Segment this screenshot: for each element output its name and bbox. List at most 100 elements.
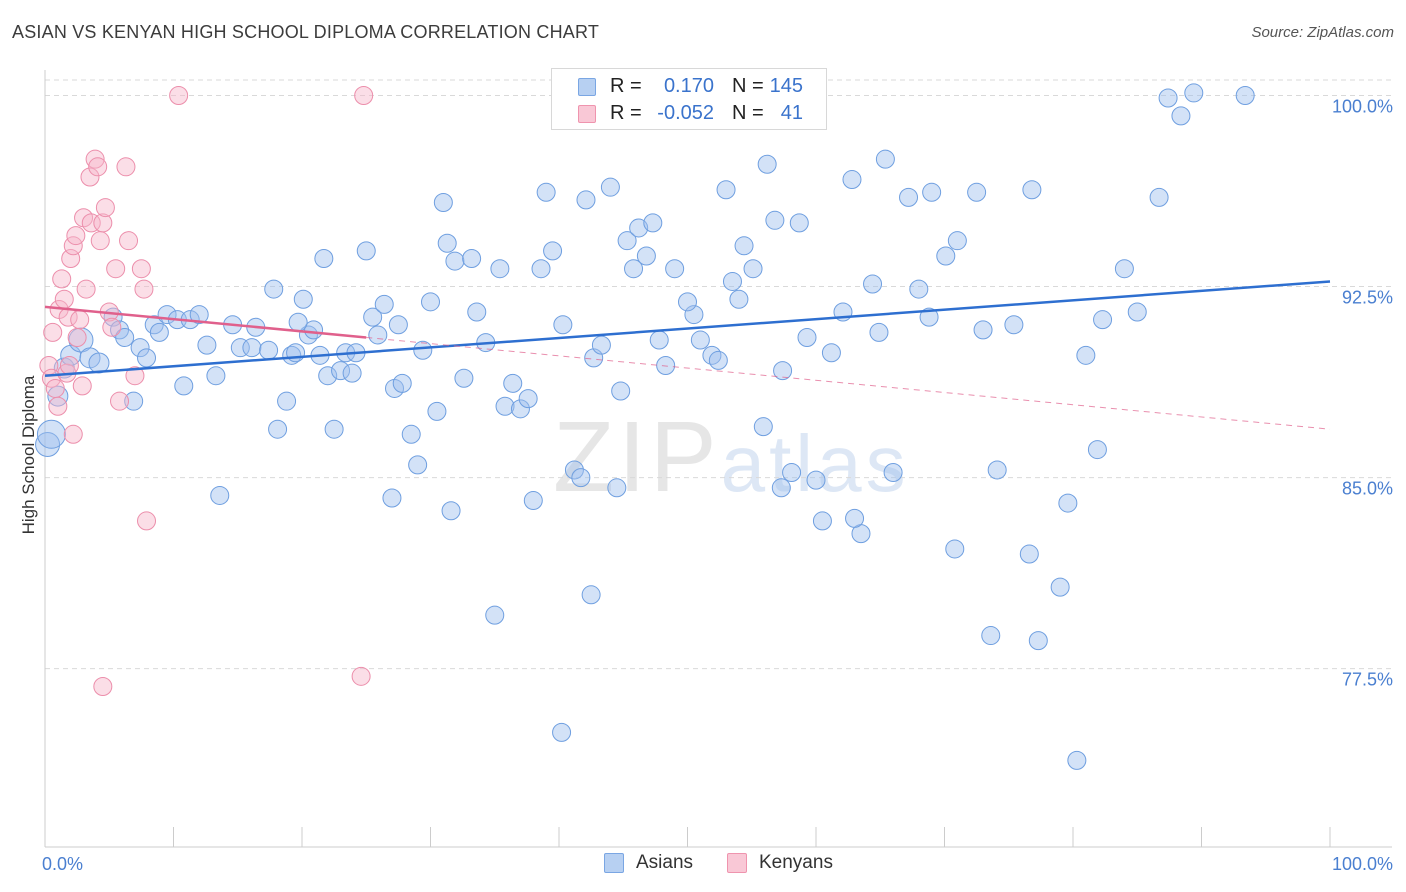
x-tick-label: 0.0% <box>42 854 83 874</box>
watermark-zip: ZIP <box>553 401 721 513</box>
y-tick-label: 85.0% <box>1342 479 1393 499</box>
asian-point <box>392 373 412 393</box>
n-value: 145 <box>769 75 803 97</box>
asian-point <box>636 246 656 266</box>
asian-point <box>130 338 150 358</box>
asian-point <box>356 241 376 261</box>
asian-point <box>757 154 777 174</box>
asian-point <box>863 274 883 294</box>
kenyan-trend-line <box>44 305 367 339</box>
asian-point <box>945 539 965 559</box>
asian-point <box>1235 85 1255 105</box>
asian-point <box>600 177 620 197</box>
asian-point <box>242 338 262 358</box>
asian-point <box>629 218 649 238</box>
asian-point <box>368 325 388 345</box>
kenyan-point <box>43 322 63 342</box>
kenyan-point <box>52 269 72 289</box>
asian-point <box>304 320 324 340</box>
asian-point <box>1019 544 1039 564</box>
stats-row-asians: R = 0.170 N = 145 <box>552 73 826 101</box>
asian-point <box>571 468 591 488</box>
kenyan-point <box>67 327 87 347</box>
legend-label: Kenyans <box>759 852 833 873</box>
asian-point <box>782 463 802 483</box>
x-tick-labels: 0.0% 100.0% <box>42 854 1393 874</box>
asian-point <box>581 585 601 605</box>
asian-point <box>909 279 929 299</box>
n-value: 41 <box>780 102 803 124</box>
series-legend: Asians Kenyans <box>0 852 1406 878</box>
asian-point <box>88 352 110 374</box>
asian-point <box>523 491 543 511</box>
kenyan-point <box>106 259 126 279</box>
asian-point <box>47 385 69 407</box>
asian-point <box>413 340 433 360</box>
r-label: R = <box>610 75 642 97</box>
asian-point <box>947 231 967 251</box>
asian-point <box>490 259 510 279</box>
asian-point <box>210 485 230 505</box>
asian-point <box>288 312 308 332</box>
kenyan-point <box>131 259 151 279</box>
asian-point <box>564 460 584 480</box>
source-note: Source: ZipAtlas.com <box>1251 24 1394 41</box>
stats-row-kenyans: R = -0.052 N = 41 <box>552 100 826 128</box>
asian-point <box>1158 88 1178 108</box>
asian-point <box>765 210 785 230</box>
asian-point <box>421 292 440 312</box>
asian-point <box>36 419 66 449</box>
asian-point <box>510 399 530 419</box>
asian-point <box>665 259 685 279</box>
chart-title: ASIAN VS KENYAN HIGH SCHOOL DIPLOMA CORR… <box>12 22 600 42</box>
asian-point <box>708 350 728 370</box>
trend-lines <box>44 280 1331 430</box>
asian-point <box>314 249 334 269</box>
asian-point <box>1004 315 1024 335</box>
asian-point <box>1076 345 1096 365</box>
kenyan-point <box>125 366 145 386</box>
asian-point <box>437 233 457 253</box>
asian-point <box>806 470 826 490</box>
kenyan-point <box>88 157 108 177</box>
asian-point <box>922 182 942 202</box>
kenyan-point <box>63 424 83 444</box>
asian-point <box>981 626 1001 646</box>
asian-point <box>408 455 428 475</box>
asian-point <box>729 289 749 309</box>
asian-point <box>374 294 394 314</box>
r-label: R = <box>610 102 642 124</box>
asian-point <box>1171 106 1191 126</box>
asian-point <box>684 305 704 325</box>
kenyan-trend-line-dashed <box>366 336 1331 430</box>
asian-point <box>734 236 754 256</box>
asian-point <box>722 271 742 291</box>
kenyan-point <box>93 213 113 233</box>
asian-point <box>495 396 515 416</box>
asian-point <box>197 335 217 355</box>
kenyan-point <box>76 279 96 299</box>
asian-point <box>789 213 809 233</box>
asian-point <box>1022 180 1042 200</box>
asian-point <box>503 373 523 393</box>
asian-point <box>899 187 919 207</box>
asian-point <box>919 307 939 327</box>
kenyan-point <box>169 85 189 105</box>
asian-point <box>821 343 841 363</box>
asian-point <box>987 460 1007 480</box>
grid-lines <box>45 79 1392 670</box>
watermark: ZIPatlas <box>553 400 910 515</box>
asian-point <box>797 327 817 347</box>
asian-point <box>318 366 338 386</box>
kenyan-point <box>54 289 74 309</box>
asian-point <box>485 605 505 625</box>
r-value: -0.052 <box>657 102 714 124</box>
asian-point <box>342 363 362 383</box>
asian-point <box>643 213 663 233</box>
asian-point <box>174 376 194 396</box>
asian-trend-line <box>44 280 1331 377</box>
asian-point <box>773 361 793 381</box>
n-label: N = <box>732 102 764 124</box>
asian-point <box>427 401 447 421</box>
asian-point <box>293 289 313 309</box>
